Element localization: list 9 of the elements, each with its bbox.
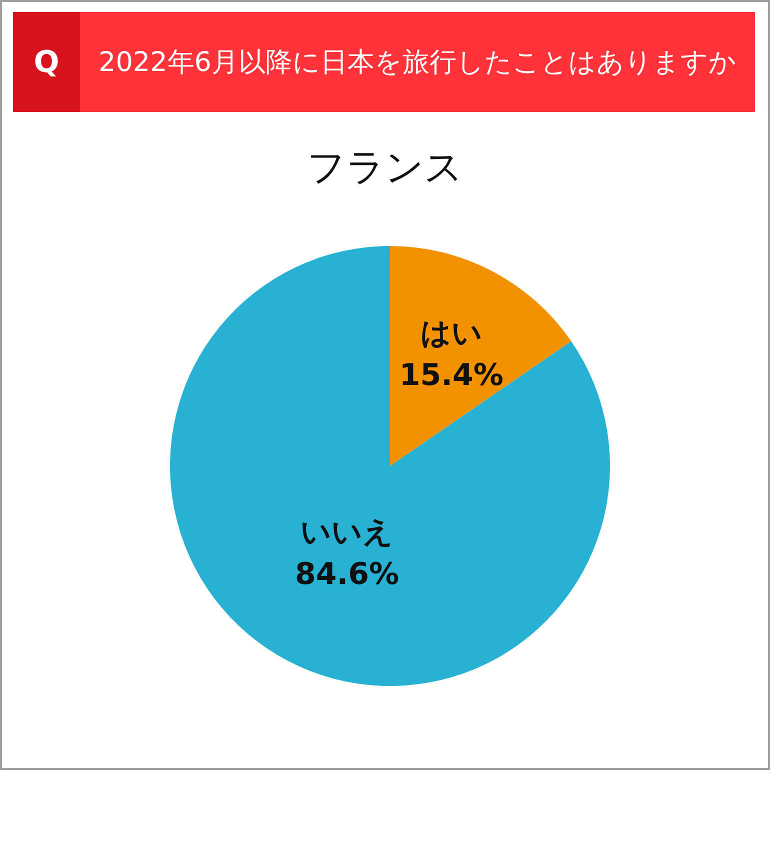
slice-label: はい (420, 316, 482, 352)
chart-subtitle: フランス (306, 144, 464, 191)
data-label: 84.6% (294, 556, 400, 592)
data-label: 15.4% (399, 358, 504, 394)
chart-title: 2022年6月以降に日本を旅行したことはありますか (98, 46, 738, 80)
pie-slice (170, 246, 610, 686)
pie-slice (390, 246, 572, 466)
text: Q (34, 44, 60, 80)
slice-label: いいえ (300, 514, 394, 550)
